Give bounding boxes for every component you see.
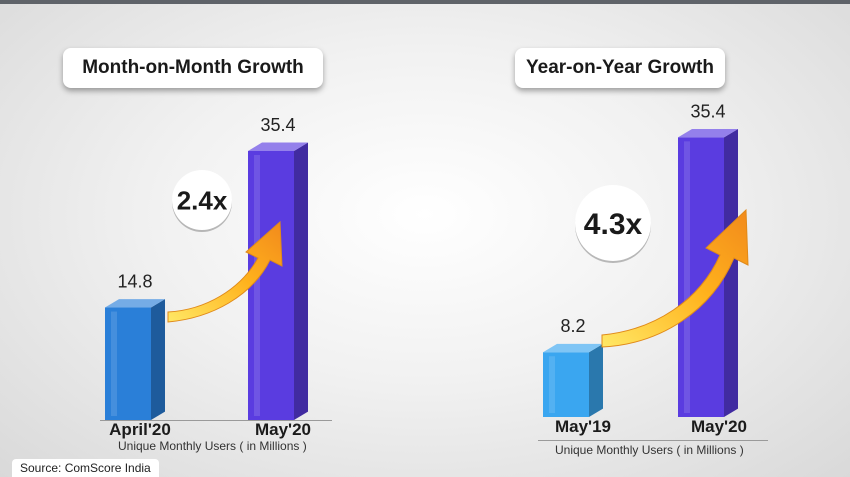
bar-side-face [294, 142, 308, 420]
bar-value-label: 8.2 [560, 316, 585, 336]
axis-label: Unique Monthly Users ( in Millions ) [555, 443, 744, 457]
bar-top-face [105, 299, 165, 308]
bar-highlight [254, 154, 260, 416]
bar-top-face [678, 128, 738, 138]
bar-highlight [549, 356, 555, 413]
category-label: May'20 [691, 417, 747, 436]
bar-value-label: 14.8 [117, 272, 152, 292]
multiplier-label: 2.4x [177, 185, 228, 215]
top-border [0, 0, 850, 4]
year-on-year-panel: Year-on-Year Growth 8.2 May'19 35.4 May'20 4… [430, 0, 850, 477]
bar-value-label: 35.4 [260, 115, 295, 135]
year-on-year-chart: 8.2 May'19 35.4 May'20 4.3x [543, 101, 749, 436]
badge-circle [575, 185, 651, 261]
bar-top-face [543, 343, 603, 353]
month-on-month-chart: 14.8 April'20 35.4 May'20 2.4x [105, 115, 311, 439]
bar-2 [678, 128, 738, 417]
multiplier-badge: 2.4x [172, 170, 232, 232]
axis-label: Unique Monthly Users ( in Millions ) [118, 439, 307, 453]
bar-side-face [589, 343, 603, 417]
bar-1 [105, 299, 165, 420]
growth-arrow [601, 208, 749, 348]
source-note: Source: ComScore India [12, 459, 159, 477]
month-on-month-panel: Month-on-Month Growth 14.8 April'20 35.4 Ma… [63, 48, 332, 453]
chart-baseline [100, 420, 332, 421]
bar-top-face [248, 142, 308, 151]
bar-1 [543, 343, 603, 417]
growth-arrow [167, 220, 283, 323]
chart-title: Year-on-Year Growth [515, 48, 725, 88]
bar-side-face [724, 128, 738, 417]
bar-side-face [151, 299, 165, 420]
chart-title: Month-on-Month Growth [63, 48, 323, 88]
category-label: April'20 [109, 420, 171, 439]
badge-circle [172, 170, 232, 230]
bar-value-label: 35.4 [690, 101, 725, 121]
chart-baseline [538, 440, 768, 441]
bar-highlight [111, 311, 117, 416]
bar-2 [248, 142, 308, 420]
multiplier-label: 4.3x [584, 208, 643, 241]
category-label: May'20 [255, 420, 311, 439]
category-label: May'19 [555, 417, 611, 436]
bar-highlight [684, 141, 690, 413]
multiplier-badge: 4.3x [575, 185, 651, 263]
